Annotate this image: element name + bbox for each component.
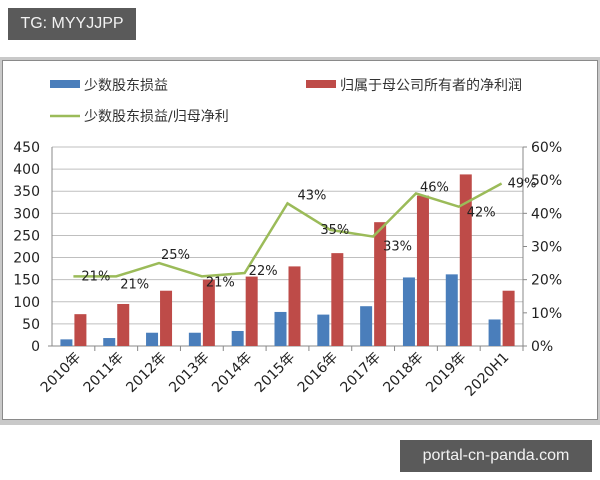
data-label: 42% — [467, 206, 496, 221]
watermark-top: TG: MYYJJPP — [8, 8, 136, 40]
y-axis-left-tick: 150 — [13, 273, 40, 289]
y-axis-right-tick: 50% — [531, 173, 562, 189]
y-axis-left-tick: 200 — [13, 251, 40, 267]
y-axis-right-tick: 40% — [531, 206, 562, 222]
y-axis-right-tick: 60% — [531, 140, 562, 156]
y-axis-left-tick: 50 — [22, 317, 40, 333]
legend-label-parent: 归属于母公司所有者的净利润 — [340, 77, 522, 94]
bar-minority — [60, 339, 73, 346]
y-axis-left-tick: 300 — [13, 206, 40, 222]
y-axis-left-tick: 400 — [13, 162, 40, 178]
y-axis-right-tick: 20% — [531, 273, 562, 289]
bar-parent — [202, 279, 215, 346]
x-axis-label: 2015年 — [252, 350, 298, 396]
watermark-bottom: portal-cn-panda.com — [400, 440, 592, 472]
data-label: 43% — [298, 188, 327, 203]
y-axis-left-tick: 350 — [13, 184, 40, 200]
bar-minority — [317, 314, 330, 346]
bar-minority — [274, 311, 287, 346]
chart-frame — [0, 57, 600, 425]
bar-minority — [146, 332, 159, 346]
y-axis-left-tick: 450 — [13, 140, 40, 156]
y-axis-right-tick: 10% — [531, 306, 562, 322]
bar-parent — [74, 314, 87, 346]
y-axis-left-tick: 100 — [13, 295, 40, 311]
data-label: 21% — [120, 277, 149, 292]
data-label: 25% — [161, 248, 190, 263]
data-label: 33% — [383, 240, 412, 255]
chart-container — [2, 60, 598, 420]
bar-parent — [416, 195, 429, 346]
x-axis-label: 2011年 — [81, 350, 127, 396]
x-axis-label: 2014年 — [209, 350, 255, 396]
legend-label-minority: 少数股东损益 — [84, 78, 168, 94]
ratio-line — [73, 182, 503, 278]
y-axis-left-tick: 0 — [31, 339, 40, 355]
bar-parent — [374, 222, 387, 346]
legend-swatch-minority — [50, 80, 80, 88]
bar-parent — [331, 253, 344, 346]
bar-minority — [231, 330, 244, 346]
bar-parent — [502, 290, 515, 346]
x-axis-label: 2016年 — [295, 350, 341, 396]
legend-label-ratio: 少数股东损益/归母净利 — [84, 108, 229, 125]
x-axis-label: 2010年 — [38, 350, 84, 396]
data-label: 46% — [420, 180, 449, 195]
x-axis-label: 2013年 — [166, 350, 212, 396]
bar-minority — [103, 338, 116, 346]
bar-parent — [117, 303, 130, 346]
data-label: 49% — [508, 176, 537, 191]
y-axis-right-tick: 30% — [531, 240, 562, 256]
y-axis-right-tick: 0% — [531, 339, 553, 355]
bar-parent — [288, 266, 301, 346]
x-axis-label: 2018年 — [380, 350, 426, 396]
x-axis-label: 2020H1 — [462, 350, 512, 400]
bar-minority — [402, 277, 415, 346]
bar-parent — [245, 276, 258, 346]
bar-minority — [445, 274, 458, 346]
y-axis-left-tick: 250 — [13, 228, 40, 244]
x-axis-label: 2012年 — [123, 350, 169, 396]
bar-minority — [188, 332, 201, 346]
bar-parent — [459, 174, 472, 346]
bar-parent — [160, 290, 173, 346]
data-label: 35% — [320, 223, 349, 238]
data-label: 21% — [81, 269, 110, 284]
legend-swatch-parent — [306, 80, 336, 88]
bar-minority — [360, 306, 373, 346]
data-label: 21% — [206, 275, 235, 290]
data-label: 22% — [249, 264, 278, 279]
bar-minority — [488, 319, 501, 346]
x-axis-label: 2017年 — [338, 350, 384, 396]
